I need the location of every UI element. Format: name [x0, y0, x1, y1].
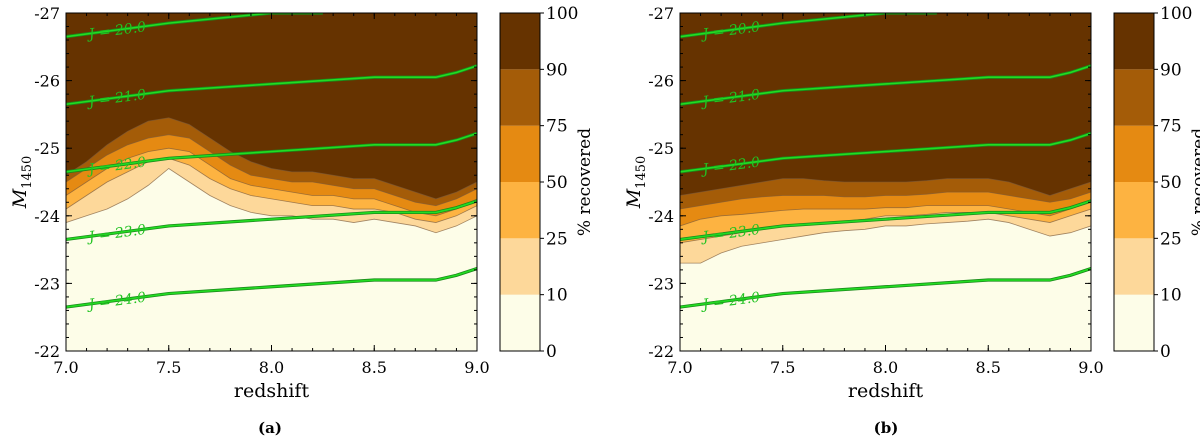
magnitude-contour-label: J = 22.0: [85, 154, 147, 178]
colorbar-tick-label: 10: [1160, 286, 1182, 306]
panel-label: (a): [258, 419, 282, 437]
magnitude-contour-line: [680, 200, 1091, 241]
y-tick-label: -26: [34, 72, 60, 91]
magnitude-contour-label: J = 24.0: [85, 290, 147, 314]
x-tick-label: 9.0: [1078, 358, 1103, 377]
y-tick-label: -27: [648, 4, 674, 23]
y-tick-label: -22: [648, 342, 674, 361]
colorbar-tick-label: 25: [1160, 229, 1182, 249]
recovery-boundary-25: [66, 157, 477, 223]
magnitude-contour-line: [680, 267, 1091, 308]
colorbar-segment: [500, 238, 540, 295]
recovery-boundary-90: [66, 117, 477, 200]
colorbar: 0 10 25 50 75 90 100 % recovered: [1113, 4, 1200, 362]
colorbar-tick-label: 0: [546, 342, 557, 362]
x-tick-label: 8.5: [362, 358, 387, 377]
y-tick-label: -25: [34, 139, 60, 158]
y-axis-label-main: M: [9, 188, 31, 209]
colorbar-segment: [1114, 294, 1154, 351]
colorbar-tick-label: 100: [1160, 4, 1192, 24]
magnitude-contour-line: [680, 132, 1091, 173]
magnitude-contour-line: [66, 13, 323, 38]
colorbar-segment: [500, 13, 540, 70]
colorbar-tick-label: 50: [546, 173, 568, 193]
colorbar-tick-label: 90: [546, 60, 568, 80]
magnitude-contour-label: J = 21.0: [699, 87, 761, 111]
y-tick-label: -23: [34, 274, 60, 293]
x-tick-label: 8.0: [873, 358, 898, 377]
colorbar-segment: [1114, 238, 1154, 295]
panel-a: J = 20.0 J = 21.0 J = 22.0 J = 23.0 J = 24.0…: [9, 4, 595, 437]
colorbar-segment: [500, 125, 540, 182]
magnitude-contour-label: J = 22.0: [699, 154, 761, 178]
y-axis-label-subscript: 1450: [20, 156, 35, 189]
colorbar-segment: [500, 294, 540, 351]
colorbar-label: % recovered: [1189, 128, 1200, 236]
colorbar-tick-label: 90: [1160, 60, 1182, 80]
colorbar-tick-label: 0: [1160, 342, 1171, 362]
plot-area: [680, 13, 1091, 351]
magnitude-contour-line: [680, 64, 1091, 106]
magnitude-contour-label: J = 20.0: [699, 19, 761, 43]
y-tick-label: -25: [648, 139, 674, 158]
magnitude-contour-label: J = 23.0: [85, 222, 147, 246]
y-axis-label: M1450: [623, 156, 649, 210]
recovery-region-90-100: [66, 13, 477, 199]
magnitude-contour-line: [680, 13, 937, 38]
x-tick-label: 8.0: [259, 358, 284, 377]
y-tick-label: -26: [648, 72, 674, 91]
magnitude-contour-label: J = 23.0: [699, 222, 761, 246]
recovery-region-90-100: [680, 13, 1091, 196]
plot-area: [66, 13, 477, 351]
magnitude-contour-line: [66, 267, 477, 308]
recovery-boundary-10: [680, 218, 1091, 264]
colorbar-segment: [1114, 125, 1154, 182]
panel-label: (b): [874, 419, 899, 437]
y-axis-label-main: M: [623, 188, 645, 209]
y-tick-label: -27: [34, 4, 60, 23]
colorbar: 0 10 25 50 75 90 100 % recovered: [499, 4, 595, 362]
x-tick-label: 8.5: [976, 358, 1001, 377]
x-tick-label: 7.5: [156, 358, 181, 377]
magnitude-contour-line: [66, 132, 477, 173]
y-tick-label: -24: [648, 207, 674, 226]
x-axis-label: redshift: [848, 380, 924, 402]
colorbar-segment: [1114, 182, 1154, 239]
y-axis-label-subscript: 1450: [634, 156, 649, 189]
colorbar-tick-label: 75: [546, 117, 568, 137]
colorbar-tick-label: 100: [546, 4, 578, 24]
x-tick-label: 7.0: [667, 358, 692, 377]
x-axis-label: redshift: [234, 380, 310, 402]
panel-b: J = 20.0 J = 21.0 J = 22.0 J = 23.0 J = 24.0…: [623, 4, 1200, 437]
y-axis-label: M1450: [9, 156, 35, 210]
magnitude-contour-line: [66, 200, 477, 241]
recovery-boundary-10: [66, 167, 477, 234]
colorbar-tick-label: 75: [1160, 117, 1182, 137]
y-tick-label: -24: [34, 207, 60, 226]
recovery-boundary-90: [680, 178, 1091, 196]
colorbar-segment: [1114, 13, 1154, 70]
magnitude-contour-label: J = 24.0: [699, 290, 761, 314]
y-tick-label: -23: [648, 274, 674, 293]
colorbar-tick-label: 50: [1160, 173, 1182, 193]
colorbar-label: % recovered: [575, 128, 595, 236]
x-tick-label: 7.0: [53, 358, 78, 377]
magnitude-contour-label: J = 20.0: [85, 19, 147, 43]
x-tick-label: 7.5: [770, 358, 795, 377]
magnitude-contour-label: J = 21.0: [85, 87, 147, 111]
recovery-boundary-75: [66, 134, 477, 207]
colorbar-segment: [500, 182, 540, 239]
recovery-boundary-75: [680, 191, 1091, 210]
recovery-boundary-50: [66, 147, 477, 217]
magnitude-contour-line: [66, 64, 477, 106]
colorbar-segment: [1114, 69, 1154, 126]
colorbar-tick-label: 10: [546, 286, 568, 306]
x-tick-label: 9.0: [464, 358, 489, 377]
colorbar-tick-label: 25: [546, 229, 568, 249]
y-tick-label: -22: [34, 342, 60, 361]
colorbar-segment: [500, 69, 540, 126]
